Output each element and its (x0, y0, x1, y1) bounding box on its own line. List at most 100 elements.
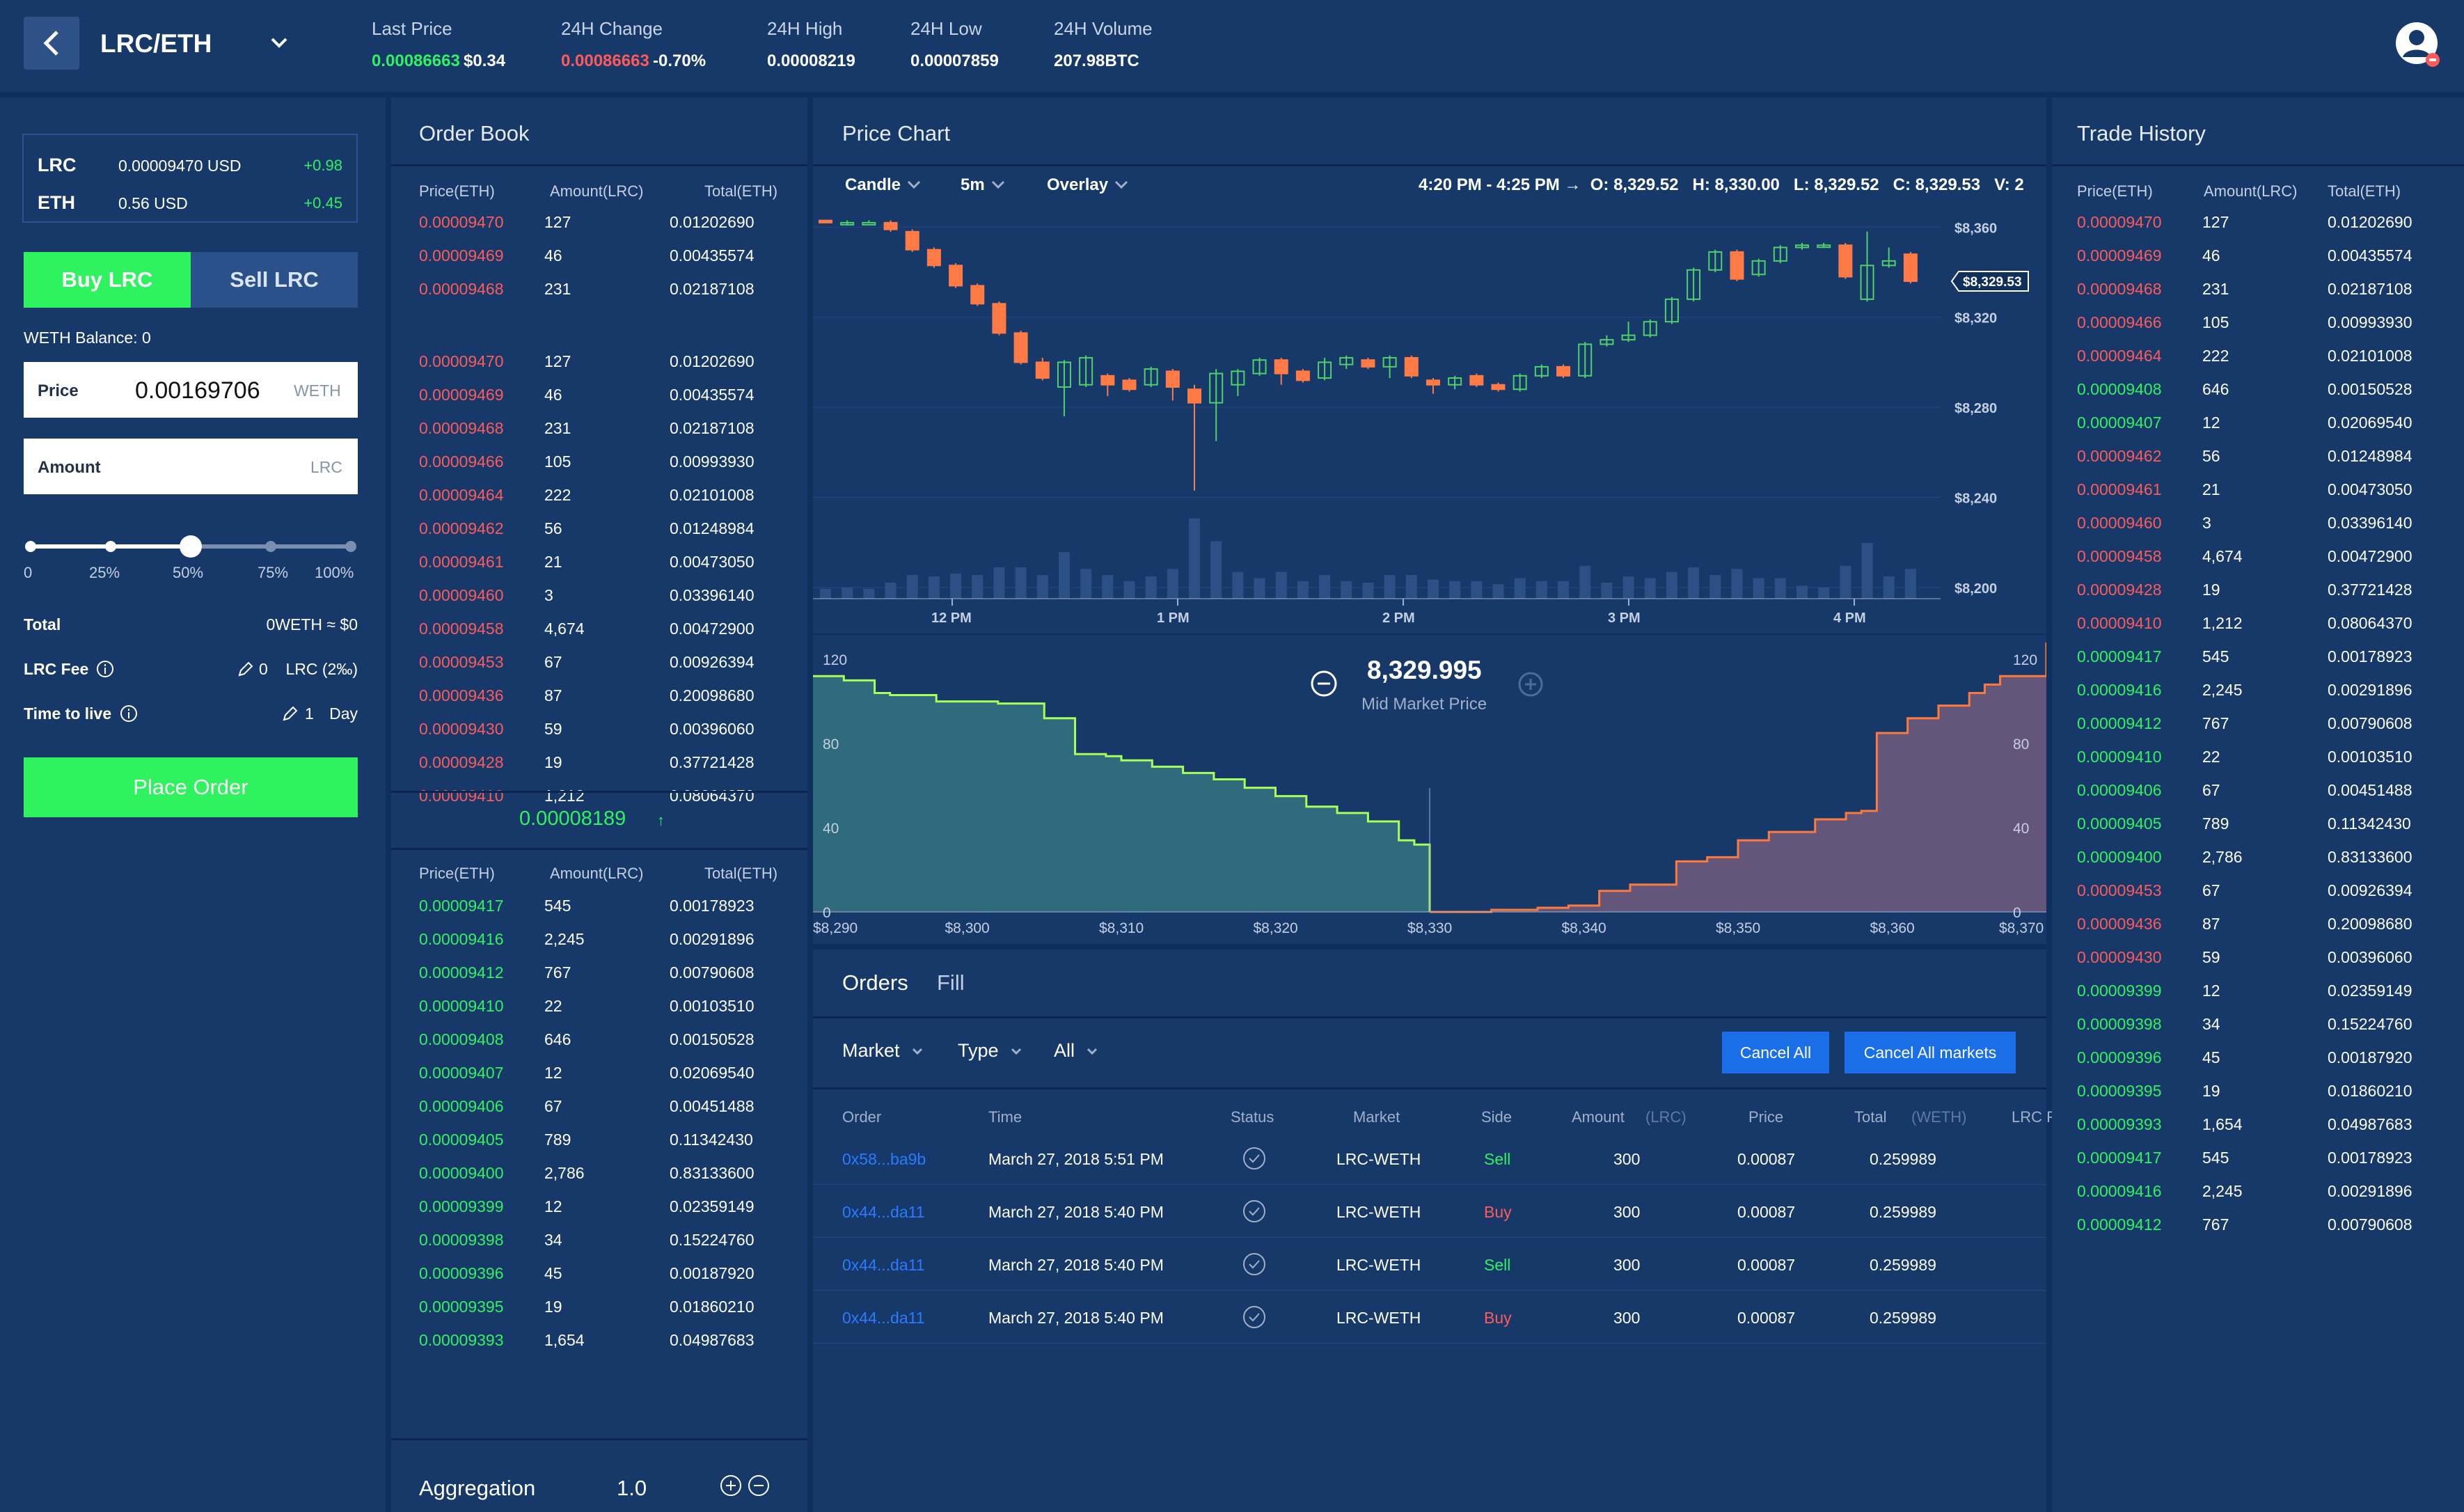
ask-row[interactable]: 0.00009462 56 0.01248984 (391, 512, 807, 546)
bid-price: 0.00009407 (419, 1064, 504, 1082)
account-avatar[interactable] (2394, 21, 2443, 70)
bid-row[interactable]: 0.00009400 2,786 0.83133600 (391, 1157, 807, 1190)
ask-row[interactable]: 0.00009410 1,212 0.08064370 (391, 780, 807, 813)
bid-row[interactable]: 0.00009410 22 0.00103510 (391, 990, 807, 1023)
ask-row[interactable]: 0.00009466 105 0.00993930 (391, 446, 807, 479)
pair-dropdown[interactable] (269, 33, 297, 56)
candlestick-chart[interactable]: $8,360 $8,320 $8,280 $8,240 $8,200 $8,329.53 1… (813, 205, 2046, 632)
cancel-all-markets-button[interactable]: Cancel All markets (1845, 1032, 2016, 1073)
order-row[interactable]: 0x44...da11 March 27, 2018 5:40 PM LRC-WET… (813, 1291, 2046, 1344)
ask-row[interactable]: 0.00009430 59 0.00396060 (391, 713, 807, 746)
bid-row[interactable]: 0.00009396 45 0.00187920 (391, 1257, 807, 1291)
bid-row[interactable]: 0.00009398 34 0.15224760 (391, 1224, 807, 1257)
ask-row[interactable]: 0.00009468 231 0.02187108 (391, 273, 807, 306)
slider-tick[interactable] (25, 541, 36, 552)
plus-circle-icon[interactable] (1517, 671, 1544, 698)
bid-row[interactable]: 0.00009399 12 0.02359149 (391, 1190, 807, 1224)
order-row[interactable]: 0x58...ba9b March 27, 2018 5:51 PM LRC-WET… (813, 1132, 2046, 1185)
user-icon (2396, 22, 2440, 67)
trade-row: 0.00009412 767 0.00790608 (2052, 707, 2464, 741)
price-field[interactable]: Price 0.00169706 WETH (24, 362, 358, 418)
order-id-link[interactable]: 0x44...da11 (842, 1203, 925, 1221)
filter-all[interactable]: All (1054, 1040, 1100, 1062)
order-id-link[interactable]: 0x44...da11 (842, 1256, 925, 1274)
bid-row[interactable]: 0.00009393 1,654 0.04987683 (391, 1324, 807, 1357)
ask-row[interactable]: 0.00009460 3 0.03396140 (391, 579, 807, 613)
ask-row[interactable]: 0.00009453 67 0.00926394 (391, 646, 807, 679)
chart-control-overlay[interactable]: Overlay (1047, 175, 1129, 196)
candle-down (1903, 253, 1918, 282)
y-tick-label: $8,320 (1954, 311, 1997, 326)
ask-row[interactable]: 0.00009458 4,674 0.00472900 (391, 613, 807, 646)
candle-up (1664, 298, 1679, 323)
bid-row[interactable]: 0.00009417 545 0.00178923 (391, 890, 807, 923)
chart-control-5m[interactable]: 5m (961, 175, 1006, 196)
ask-row[interactable]: 0.00009468 231 0.02187108 (391, 412, 807, 446)
order-id-link[interactable]: 0x44...da11 (842, 1309, 925, 1327)
candle-up (1057, 361, 1071, 388)
bid-row[interactable]: 0.00009412 767 0.00790608 (391, 956, 807, 990)
slider-mark-label: 50% (173, 564, 204, 581)
slider-tick[interactable] (105, 541, 116, 552)
candle-up (1448, 377, 1462, 386)
ask-row[interactable]: 0.00009469 46 0.00435574 (391, 379, 807, 412)
order-row[interactable]: 0x44...da11 March 27, 2018 5:40 PM LRC-WET… (813, 1238, 2046, 1291)
cancel-all-button[interactable]: Cancel All (1722, 1032, 1829, 1073)
balance-usd: 0.56 USD (118, 194, 188, 212)
y-tick-label-right: 80 (2013, 737, 2029, 753)
plus-circle-icon[interactable] (720, 1474, 742, 1497)
volume-bar (1341, 581, 1352, 599)
ask-row[interactable]: 0.00009464 222 0.02101008 (391, 479, 807, 512)
ask-row[interactable]: 0.00009470 127 0.01202690 (391, 206, 807, 239)
minus-circle-icon[interactable] (1310, 670, 1338, 698)
ask-row[interactable]: 0.00009428 19 0.37721428 (391, 746, 807, 780)
bid-row[interactable]: 0.00009416 2,245 0.00291896 (391, 923, 807, 956)
amount-slider[interactable] (24, 530, 358, 572)
chart-control-candle[interactable]: Candle (845, 175, 922, 196)
candle-up (1860, 265, 1874, 300)
trade-amount: 545 (2202, 1149, 2229, 1167)
back-button[interactable] (24, 17, 79, 70)
info-icon[interactable] (120, 704, 138, 723)
price-chart-panel: Price Chart 4:20 PM - 4:25 PM → O: 8,329… (813, 97, 2046, 633)
order-id-link[interactable]: 0x58...ba9b (842, 1150, 926, 1168)
volume-bar (1904, 569, 1916, 599)
bids-header: Price(ETH) Amount(LRC) Total(ETH) (391, 859, 807, 887)
bid-amount: 12 (544, 1064, 562, 1082)
trade-price: 0.00009458 (2077, 547, 2162, 565)
ask-row[interactable]: 0.00009470 127 0.01202690 (391, 345, 807, 379)
bid-row[interactable]: 0.00009408 646 0.00150528 (391, 1023, 807, 1057)
amount-field[interactable]: Amount LRC (24, 439, 358, 494)
slider-tick[interactable] (345, 541, 356, 552)
filter-market[interactable]: Market (842, 1040, 925, 1062)
candle-down (905, 230, 919, 251)
order-row[interactable]: 0x44...da11 March 27, 2018 5:40 PM LRC-WET… (813, 1185, 2046, 1238)
slider-tick[interactable] (265, 541, 276, 552)
edit-icon[interactable] (237, 660, 255, 678)
bid-row[interactable]: 0.00009407 12 0.02069540 (391, 1057, 807, 1090)
slider-handle[interactable] (180, 535, 202, 558)
filter-type[interactable]: Type (958, 1040, 1024, 1062)
info-icon[interactable] (96, 660, 114, 678)
edit-icon[interactable] (281, 704, 299, 723)
ask-row[interactable]: 0.00009469 46 0.00435574 (391, 239, 807, 273)
ask-row[interactable]: 0.00009461 21 0.00473050 (391, 546, 807, 579)
place-order-button[interactable]: Place Order (24, 757, 358, 817)
trade-row: 0.00009430 59 0.00396060 (2052, 941, 2464, 975)
candle-up (1687, 269, 1701, 300)
bid-row[interactable]: 0.00009406 67 0.00451488 (391, 1090, 807, 1124)
asks-header: Price(ETH) Amount(LRC) Total(ETH) (391, 177, 807, 205)
buy-tab[interactable]: Buy LRC (24, 252, 191, 308)
tab-fill[interactable]: Fill (937, 970, 965, 995)
volume-bar (1666, 572, 1677, 599)
trade-price: 0.00009395 (2077, 1082, 2162, 1100)
tab-orders[interactable]: Orders (842, 970, 908, 995)
candle-down (1838, 244, 1853, 278)
bid-row[interactable]: 0.00009395 19 0.01860210 (391, 1291, 807, 1324)
slider-mark-label: 25% (89, 564, 120, 581)
minus-circle-icon[interactable] (748, 1474, 770, 1497)
bid-row[interactable]: 0.00009405 789 0.11342430 (391, 1124, 807, 1157)
sell-tab[interactable]: Sell LRC (191, 252, 358, 308)
ask-row[interactable]: 0.00009436 87 0.20098680 (391, 679, 807, 713)
